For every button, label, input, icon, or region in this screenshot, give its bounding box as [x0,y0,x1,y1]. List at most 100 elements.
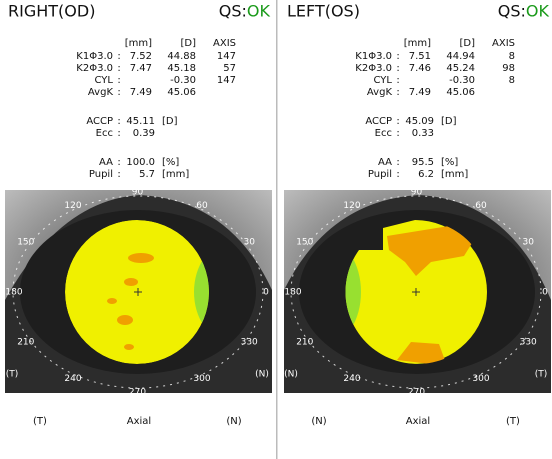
qs-status: OK [526,2,550,21]
angle-label: 90 [132,188,144,198]
column-header: [mm] [404,38,431,49]
column-header: [D] [459,38,475,49]
column-header: AXIS [213,38,236,49]
separator: : [117,51,120,62]
angle-label: 210 [17,338,34,348]
row-value: 7.49 [409,87,431,98]
column-header: [mm] [125,38,152,49]
row-label: K2Φ3.0 [76,63,113,74]
angle-label: 300 [472,374,489,384]
row-value: 45.06 [167,87,196,98]
angle-label: 210 [296,338,313,348]
angle-label: 300 [193,374,210,384]
angle-label: 120 [343,201,360,211]
metric-value: 100.0 [126,157,155,168]
separator: : [396,87,399,98]
angle-label: 120 [64,201,81,211]
separator: : [117,75,120,86]
angle-label: 330 [241,338,258,348]
metric-label: AA [378,157,392,168]
angle-label: 0 [263,288,269,298]
angle-label: 60 [196,201,208,211]
row-label: AvgK [367,87,393,98]
metric-value: 95.5 [412,157,434,168]
row-value: -0.30 [170,75,196,86]
metric-value: 0.33 [412,128,434,139]
metric-value: 6.2 [418,169,434,180]
panel-title: RIGHT(OD) [8,2,95,21]
metric-value: 45.09 [405,116,434,127]
angle-label: 240 [64,374,81,384]
row-value: 44.88 [167,51,196,62]
separator: : [396,128,399,139]
metric-unit: [mm] [441,169,468,180]
metric-unit: [D] [162,116,178,127]
metric-label: ACCP [86,116,113,127]
metric-value: 45.11 [126,116,155,127]
angle-label: 330 [520,338,537,348]
metric-label: AA [99,157,113,168]
separator: : [117,87,120,98]
row-value: 147 [217,75,236,86]
row-value: 45.06 [446,87,475,98]
row-label: K2Φ3.0 [355,63,392,74]
column-header: [D] [180,38,196,49]
metric-label: Pupil [368,169,392,180]
separator: : [117,128,120,139]
row-value: 44.94 [446,51,475,62]
angle-label: 30 [243,238,255,248]
angle-label: 180 [284,288,301,298]
row-value: 7.52 [130,51,152,62]
row-value: 8 [509,75,515,86]
separator: : [396,63,399,74]
angle-label: 270 [408,388,425,398]
separator: : [117,116,120,127]
row-label: K1Φ3.0 [76,51,113,62]
row-label: AvgK [88,87,114,98]
metric-label: Pupil [89,169,113,180]
footer-label: Axial [406,416,430,427]
metric-label: Ecc [375,128,392,139]
separator: : [396,116,399,127]
metric-label: Ecc [96,128,113,139]
row-label: K1Φ3.0 [355,51,392,62]
angle-label: 240 [343,374,360,384]
metric-unit: [D] [441,116,457,127]
corner-label: (N) [255,370,269,380]
angle-label: 150 [17,238,34,248]
corner-label: (T) [6,370,19,380]
angle-label: 90 [411,188,423,198]
separator: : [117,157,120,168]
row-value: 7.49 [130,87,152,98]
row-value: 98 [502,63,515,74]
metric-value: 5.7 [139,169,155,180]
row-value: 45.24 [446,63,475,74]
qs-label: QS: [219,2,247,21]
qs-status: OK [247,2,271,21]
row-value: -0.30 [449,75,475,86]
separator: : [396,51,399,62]
metric-unit: [%] [162,157,179,168]
row-value: 57 [223,63,236,74]
metric-unit: [%] [441,157,458,168]
row-label: CYL [374,75,393,86]
separator: : [117,169,120,180]
angle-label: 270 [129,388,146,398]
column-header: AXIS [492,38,515,49]
separator: : [117,63,120,74]
metric-label: ACCP [365,116,392,127]
row-value: 8 [509,51,515,62]
footer-label: (T) [506,416,520,427]
separator: : [396,157,399,168]
row-value: 45.18 [167,63,196,74]
eye-image [284,190,551,393]
divider [276,0,278,459]
panel-title: LEFT(OS) [287,2,360,21]
metric-value: 0.39 [133,128,155,139]
footer-label: (T) [33,416,47,427]
metric-unit: [mm] [162,169,189,180]
row-value: 147 [217,51,236,62]
row-value: 7.47 [130,63,152,74]
row-value: 7.46 [409,63,431,74]
